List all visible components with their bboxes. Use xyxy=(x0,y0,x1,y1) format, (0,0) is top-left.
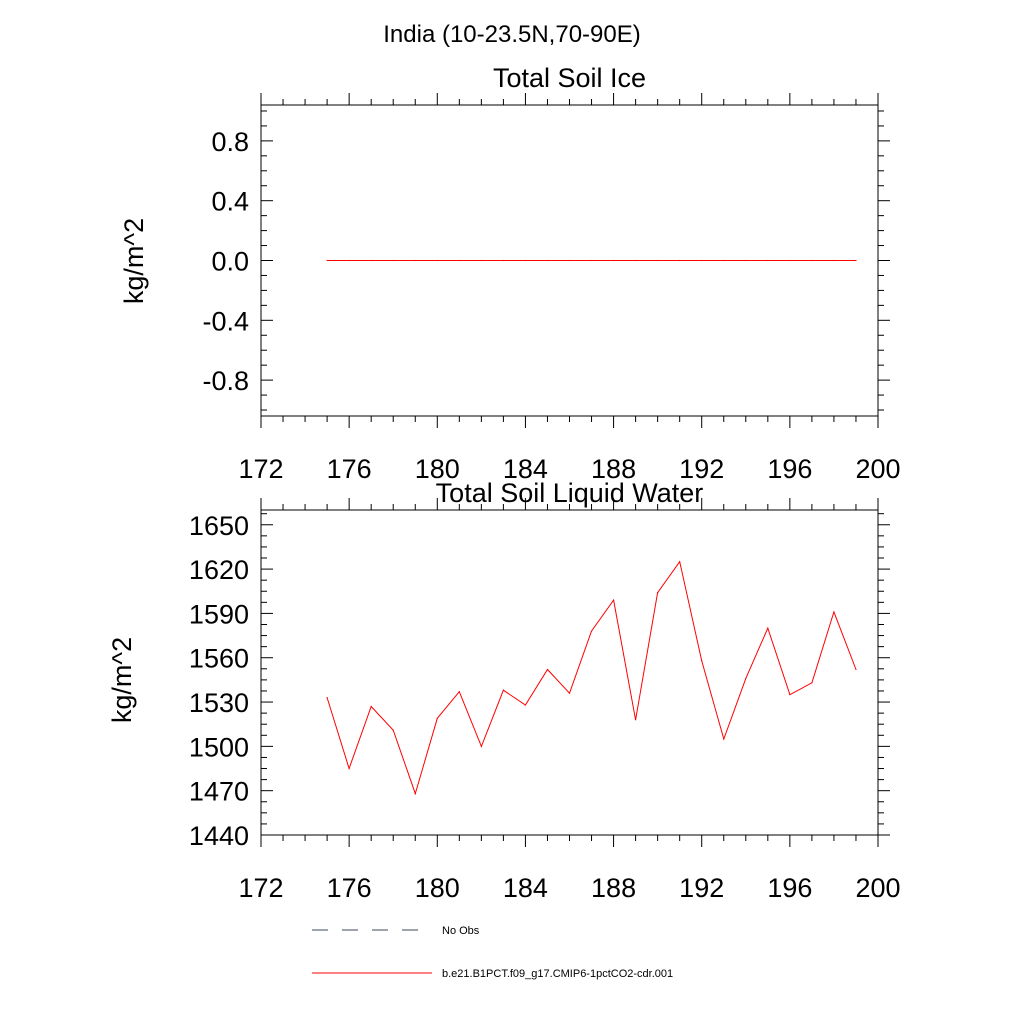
data-point xyxy=(723,738,725,740)
y-tick-label: 1500 xyxy=(189,732,249,762)
x-tick-label: 172 xyxy=(238,873,283,903)
x-tick-label: 176 xyxy=(327,873,372,903)
x-tick-label: 200 xyxy=(855,454,900,484)
y-axis-label-soil-liquid-water: kg/m^2 xyxy=(107,637,137,723)
legend: No Obs b.e21.B1PCT.f09_g17.CMIP6-1pctCO2… xyxy=(312,925,673,980)
y-tick-label: 1470 xyxy=(189,777,249,807)
x-tick-label: 192 xyxy=(679,454,724,484)
panel-soil-ice: Total Soil Ice 172 176 180 184 188 192 196 200 -0… xyxy=(119,63,901,484)
data-point xyxy=(767,259,769,262)
data-point xyxy=(612,599,615,601)
data-point xyxy=(701,259,703,262)
x-tick-label: 184 xyxy=(503,454,548,484)
data-point xyxy=(502,259,504,262)
y-tick-label: 1590 xyxy=(189,599,249,629)
data-point xyxy=(745,259,747,262)
data-point xyxy=(679,259,681,262)
chart-title-soil-ice: Total Soil Ice xyxy=(493,63,646,93)
y-axis-label-soil-ice: kg/m^2 xyxy=(119,218,149,304)
data-point xyxy=(326,697,328,699)
data-point xyxy=(414,793,416,795)
data-point xyxy=(568,692,571,694)
panel-soil-liquid-water: Total Soil Liquid Water 172 176 180 184 188 19… xyxy=(107,478,901,903)
data-point xyxy=(546,668,549,671)
x-tick-label: 192 xyxy=(679,873,724,903)
data-point xyxy=(789,259,791,262)
x-tick-label: 196 xyxy=(767,454,812,484)
plot-frame-soil-liquid-water xyxy=(260,509,879,836)
x-tick-label: 188 xyxy=(591,454,636,484)
chart-title-soil-liquid-water: Total Soil Liquid Water xyxy=(436,478,704,508)
data-point xyxy=(657,592,659,594)
data-point xyxy=(679,561,681,563)
data-point xyxy=(414,259,416,262)
legend-no-obs-label: No Obs xyxy=(442,925,480,937)
data-point xyxy=(833,259,835,262)
data-point xyxy=(635,259,637,262)
y-tick-label: 0.4 xyxy=(211,187,249,217)
data-point xyxy=(480,259,482,262)
x-tick-label: 176 xyxy=(327,454,372,484)
data-point xyxy=(855,668,857,671)
data-point xyxy=(811,682,813,684)
data-point xyxy=(326,259,328,262)
series-line-soil-liquid-water xyxy=(326,560,857,796)
data-point xyxy=(590,630,593,632)
data-point xyxy=(811,259,813,262)
y-tick-label: 1530 xyxy=(189,688,249,718)
x-tick-label: 172 xyxy=(238,454,283,484)
data-point xyxy=(833,611,835,613)
data-point xyxy=(723,259,725,262)
y-tick-label: 1560 xyxy=(189,644,249,674)
data-point xyxy=(458,691,460,693)
data-point xyxy=(502,689,504,691)
x-tick-label: 180 xyxy=(415,454,460,484)
data-point xyxy=(370,705,372,708)
x-tick-label: 188 xyxy=(591,873,636,903)
x-tick-label: 200 xyxy=(855,873,900,903)
data-point xyxy=(701,660,703,662)
y-tick-label: 0.0 xyxy=(211,247,249,277)
data-point xyxy=(590,259,593,262)
x-tick-label: 180 xyxy=(415,873,460,903)
data-point xyxy=(392,729,394,731)
data-point xyxy=(524,704,527,706)
x-tick-label: 184 xyxy=(503,873,548,903)
data-point xyxy=(436,717,438,719)
y-tick-label: 1440 xyxy=(189,821,249,851)
y-tick-label: -0.4 xyxy=(202,306,249,336)
data-point xyxy=(436,259,438,262)
data-point xyxy=(657,259,659,262)
x-tick-label: 196 xyxy=(767,873,812,903)
data-point xyxy=(392,259,394,262)
data-point xyxy=(789,694,791,696)
y-tick-label: -0.8 xyxy=(202,366,249,396)
data-point xyxy=(458,259,460,262)
data-point xyxy=(767,627,769,629)
figure-suptitle: India (10-23.5N,70-90E) xyxy=(383,21,640,48)
y-tick-label: 1620 xyxy=(189,555,249,585)
data-point xyxy=(546,259,549,262)
y-tick-label: 0.8 xyxy=(211,127,249,157)
legend-model-run-label: b.e21.B1PCT.f09_g17.CMIP6-1pctCO2-cdr.00… xyxy=(442,968,673,980)
data-point xyxy=(612,259,615,262)
data-point xyxy=(524,259,527,262)
data-point xyxy=(568,259,571,262)
data-point xyxy=(370,259,372,262)
data-point xyxy=(855,259,857,262)
data-point xyxy=(348,767,350,770)
y-tick-label: 1650 xyxy=(189,511,249,541)
data-point xyxy=(635,719,637,721)
data-point xyxy=(745,677,747,680)
data-point xyxy=(480,745,482,747)
data-point xyxy=(348,259,350,262)
